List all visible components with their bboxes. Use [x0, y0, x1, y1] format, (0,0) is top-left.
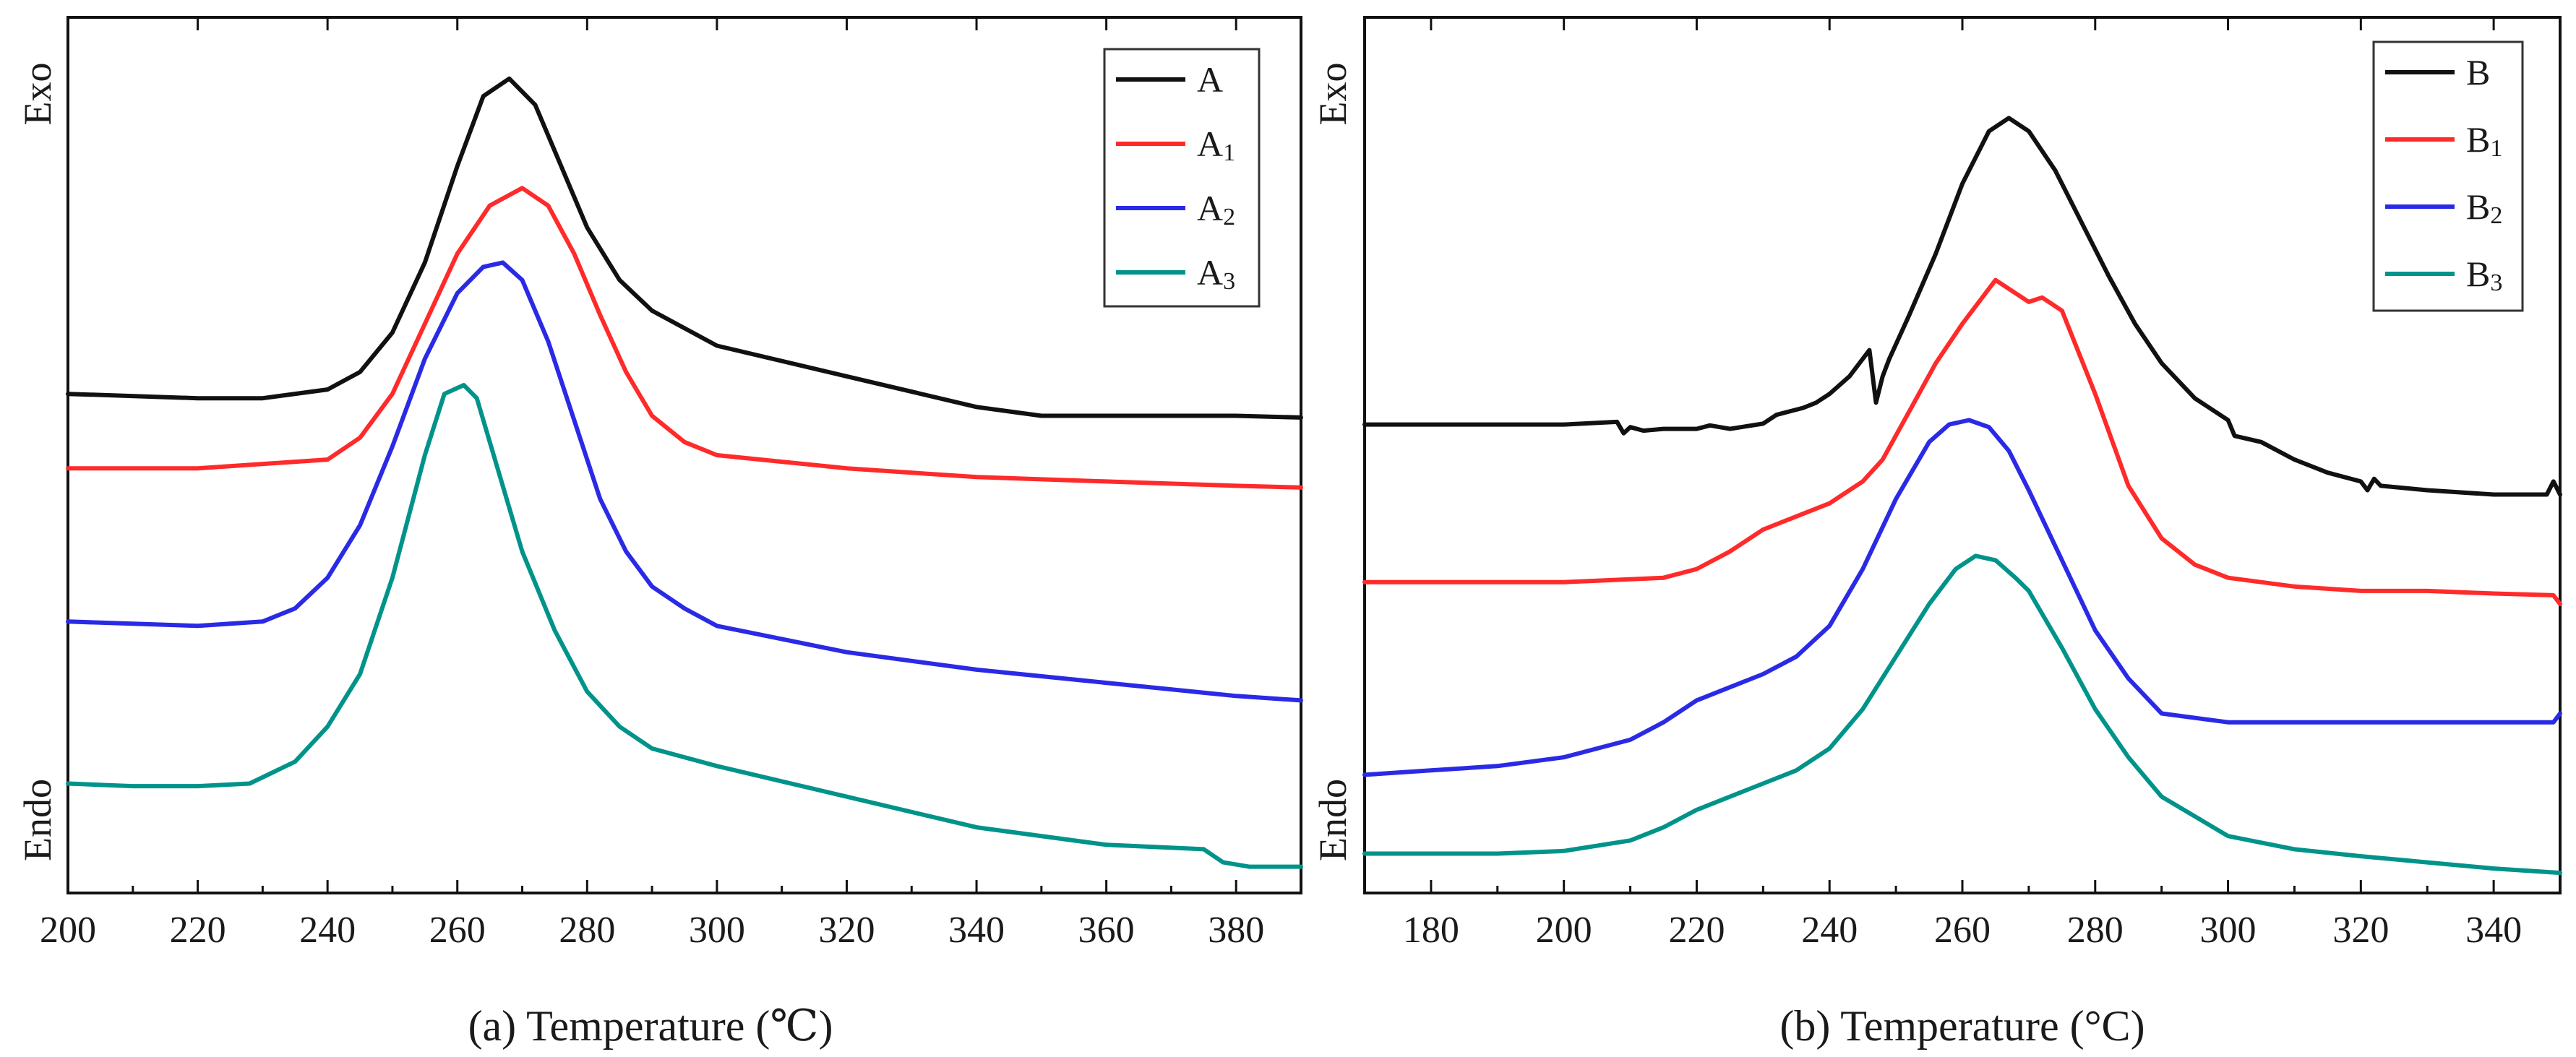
legend-label-a2: A2 [1197, 188, 1235, 230]
series-line-b2 [1362, 418, 2562, 777]
exo-label-b: Exo [1311, 63, 1354, 126]
x-tick-label: 220 [1668, 910, 1725, 951]
plot-frame-a [66, 16, 1302, 894]
x-tick-label: 200 [1536, 910, 1592, 951]
x-tick-label: 380 [1208, 910, 1264, 951]
exo-label-a: Exo [16, 63, 59, 126]
panel-b: 180 200 220 240 260 280 300 320 340 Exo Endo (b)… [1311, 16, 2562, 1050]
x-tick-label: 180 [1403, 910, 1459, 951]
legend-subscript: 1 [1223, 139, 1235, 166]
x-tick-label: 260 [429, 910, 486, 951]
series-line-a2 [66, 260, 1303, 703]
x-tick-label: 240 [299, 910, 356, 951]
x-tick-label: 280 [2067, 910, 2124, 951]
x-tick-label: 360 [1078, 910, 1135, 951]
endo-label-a: Endo [16, 779, 59, 861]
x-tick-label: 340 [2465, 910, 2522, 951]
endo-label-b: Endo [1311, 779, 1354, 861]
x-tick-label: 320 [818, 910, 875, 951]
x-tick-label: 300 [689, 910, 745, 951]
x-tick-label: 340 [948, 910, 1005, 951]
x-tick-label: 300 [2200, 910, 2257, 951]
x-axis-title-a: (a) Temperature (℃) [468, 1002, 833, 1050]
legend-box-a [1103, 48, 1261, 308]
legend-subscript: 2 [1223, 204, 1235, 230]
legend-label-a1: A1 [1197, 124, 1235, 166]
x-axis-b: 180 200 220 240 260 280 300 320 340 [1403, 17, 2522, 951]
curves-b [1362, 116, 2562, 876]
series-line-b [1362, 116, 2562, 497]
legend-subscript: 2 [2490, 202, 2502, 229]
legend-box-b [2372, 40, 2524, 312]
x-axis-title-b: (b) Temperature (°C) [1779, 1002, 2144, 1050]
legend-label-b: B [2466, 52, 2490, 92]
curves-a [66, 76, 1303, 869]
x-tick-label: 320 [2332, 910, 2389, 951]
legend-label-a: A [1197, 59, 1223, 100]
legend-subscript: 3 [1223, 268, 1235, 295]
panel-a: 200 220 240 260 280 300 320 340 360 380 Exo Endo … [16, 16, 1303, 1050]
legend-subscript: 1 [2490, 135, 2502, 162]
series-line-b1 [1362, 277, 2562, 606]
series-line-a1 [66, 186, 1303, 490]
series-line-a [66, 76, 1303, 420]
series-line-b3 [1362, 553, 2562, 876]
x-tick-label: 240 [1801, 910, 1858, 951]
x-axis-a: 200 220 240 260 280 300 320 340 360 380 [40, 17, 1264, 951]
x-tick-label: 260 [1934, 910, 1991, 951]
x-tick-label: 280 [559, 910, 615, 951]
legend-subscript: 3 [2490, 269, 2502, 296]
series-line-a3 [66, 383, 1303, 869]
x-tick-label: 220 [170, 910, 226, 951]
x-tick-label: 200 [40, 910, 96, 951]
